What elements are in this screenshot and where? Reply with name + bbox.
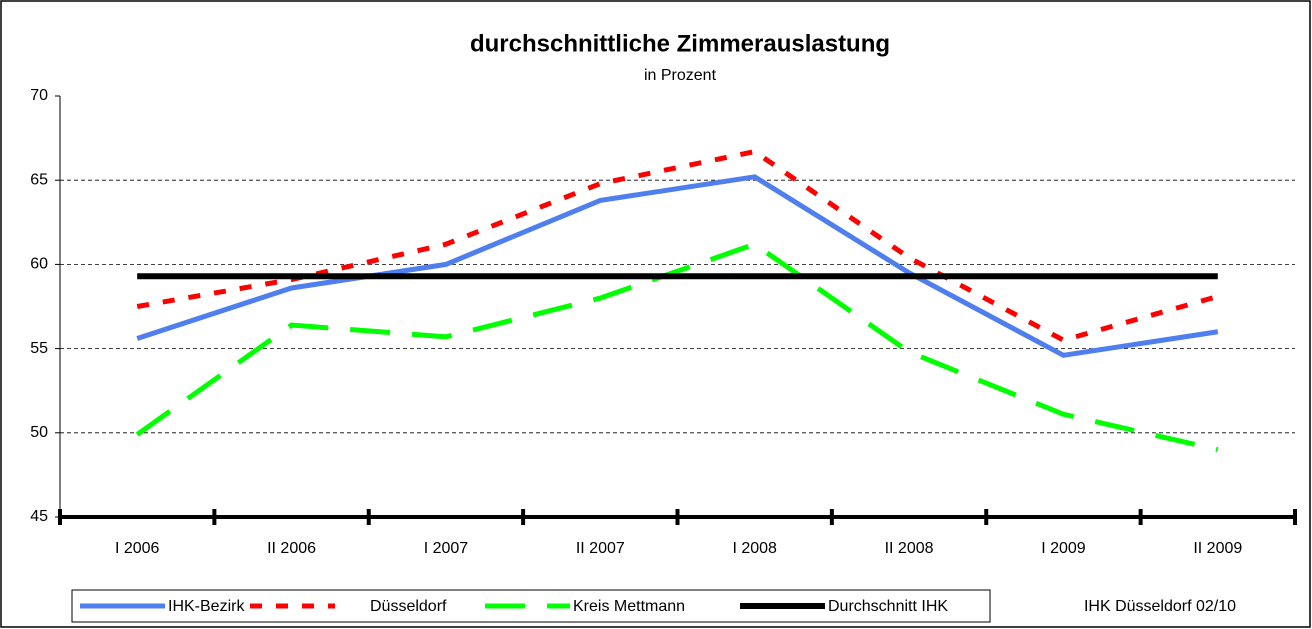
- chart-title: durchschnittliche Zimmerauslastung: [470, 30, 890, 57]
- x-tick-label: II 2009: [1193, 540, 1242, 557]
- legend-label: Kreis Mettmann: [573, 598, 685, 615]
- x-tick-label: I 2007: [424, 540, 469, 557]
- x-tick-label: II 2007: [576, 540, 625, 557]
- x-tick-label: II 2008: [885, 540, 934, 557]
- series-line: [135, 241, 1219, 453]
- y-tick-label: 50: [30, 424, 48, 441]
- legend-box: [71, 589, 991, 623]
- x-tick-label: I 2009: [1041, 540, 1086, 557]
- y-tick-label: 70: [30, 87, 48, 104]
- x-tick-label: II 2006: [267, 540, 316, 557]
- y-tick-label: 60: [30, 256, 48, 273]
- chart-subtitle: in Prozent: [644, 67, 717, 84]
- series-line: [136, 174, 1219, 358]
- legend-label: Düsseldorf: [370, 598, 447, 615]
- legend-label: IHK-Bezirk: [168, 598, 245, 615]
- x-tick-label: I 2006: [115, 540, 160, 557]
- x-tick-label: I 2008: [732, 540, 777, 557]
- y-tick-label: 55: [30, 340, 48, 357]
- y-tick-label: 45: [30, 508, 48, 525]
- y-tick-label: 65: [30, 171, 48, 188]
- legend-label: Durchschnitt IHK: [828, 598, 948, 615]
- source: IHK Düsseldorf 02/10: [1084, 598, 1236, 615]
